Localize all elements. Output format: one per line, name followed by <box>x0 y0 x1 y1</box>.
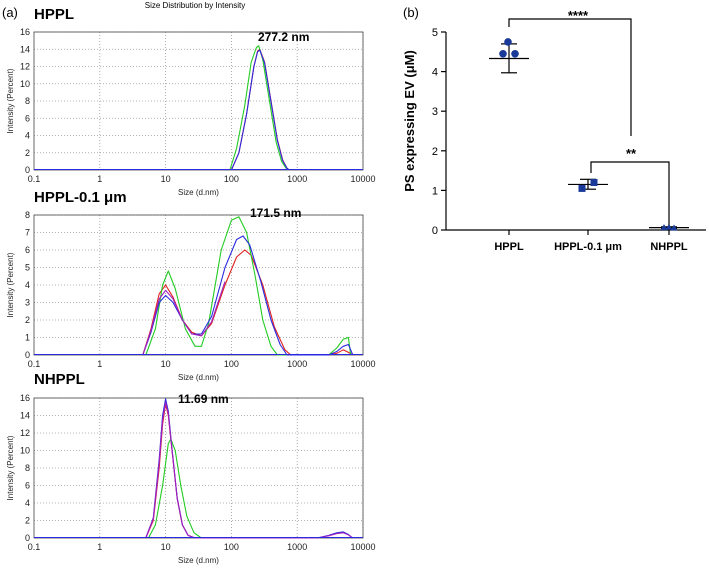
series-line-purple <box>142 281 226 356</box>
y-tick-label: 4 <box>25 131 30 141</box>
x-tick-label: 10000 <box>350 542 375 552</box>
data-point <box>670 224 678 231</box>
dls-chart-nhppl: 0 2 4 6 8 10 12 14 16 0.1 1 10 100 1000 10000 Size (d.n… <box>6 371 376 565</box>
sig-bracket-hppl01-nhppl <box>590 161 670 225</box>
data-point <box>499 49 507 58</box>
y-tick-label: 2 <box>25 315 30 325</box>
y-tick-label: 8 <box>25 96 30 106</box>
x-tick-label: 100 <box>224 359 239 369</box>
x-tick-label: 1 <box>97 542 102 552</box>
data-point <box>665 223 673 230</box>
ps-expression-chart: 0 1 2 3 4 5 PS expressing EV (μM) HPPL HPPL-0.1 … <box>402 8 706 253</box>
x-tick-label: 10 <box>161 174 171 184</box>
peak-label: 11.69 nm <box>178 392 229 406</box>
data-point <box>511 49 519 58</box>
category-label: HPPL-0.1 μm <box>554 241 622 253</box>
x-axis-label: Size (d.nm) <box>178 188 219 197</box>
y-tick-label: 8 <box>25 210 30 220</box>
panel-a-label: (a) <box>2 5 18 20</box>
series-line-blue <box>142 235 354 356</box>
y-tick-label: 14 <box>20 411 30 421</box>
sample-title: NHPPL <box>34 371 85 388</box>
y-tick-label: 3 <box>25 298 30 308</box>
peak-label: 171.5 nm <box>250 206 301 220</box>
y-tick-label: 2 <box>25 516 30 526</box>
category-label: HPPL <box>494 241 524 253</box>
suptitle: Size Distribution by Intensity <box>145 1 246 10</box>
x-tick-label: 1000 <box>287 359 307 369</box>
y-tick-label: 1 <box>432 185 438 197</box>
x-tick-label: 100 <box>224 542 239 552</box>
x-tick-label: 1000 <box>287 542 307 552</box>
x-tick-label: 10 <box>161 542 171 552</box>
series-line-purple <box>145 401 354 539</box>
y-tick-label: 16 <box>20 27 30 37</box>
y-axis-label: Intensity (Percent) <box>6 68 15 133</box>
y-tick-label: 10 <box>20 79 30 89</box>
y-tick-label: 16 <box>20 393 30 403</box>
sig-label: ** <box>626 146 637 161</box>
y-tick-label: 1 <box>25 333 30 343</box>
y-tick-label: 3 <box>432 106 438 118</box>
category-label: NHPPL <box>650 241 688 253</box>
series-line-green <box>145 216 352 356</box>
y-tick-label: 5 <box>25 263 30 273</box>
sample-title: HPPL-0.1 μm <box>34 189 127 206</box>
y-tick-label: 6 <box>25 113 30 123</box>
y-tick-label: 8 <box>25 463 30 473</box>
x-tick-label: 10000 <box>350 174 375 184</box>
peak-label: 277.2 nm <box>258 30 309 44</box>
dls-chart-hppl: 0 2 4 6 8 10 12 14 16 0.1 1 10 100 1000 10000 Size (d.n… <box>6 6 376 197</box>
x-tick-label: 10000 <box>350 359 375 369</box>
x-tick-label: 100 <box>224 174 239 184</box>
dls-chart-hppl-01: 0 1 2 3 4 5 6 7 8 0.1 1 10 100 1000 10000 Size (d.nm) In… <box>6 189 376 382</box>
series-line-blue <box>145 398 354 539</box>
y-tick-label: 2 <box>25 148 30 158</box>
y-tick-label: 14 <box>20 44 30 54</box>
y-tick-label: 7 <box>25 228 30 238</box>
y-tick-label: 6 <box>25 245 30 255</box>
x-tick-label: 1 <box>97 174 102 184</box>
y-tick-label: 0 <box>25 350 30 360</box>
x-tick-label: 0.1 <box>28 174 41 184</box>
x-tick-label: 1 <box>97 359 102 369</box>
sig-bracket-hppl-nhppl <box>508 18 632 136</box>
y-tick-label: 4 <box>25 280 30 290</box>
y-tick-label: 12 <box>20 62 30 72</box>
series-line-green <box>148 438 202 539</box>
y-tick-label: 4 <box>25 498 30 508</box>
series-line-blue <box>230 49 290 171</box>
data-point <box>590 178 598 186</box>
sig-label: **** <box>568 8 589 23</box>
data-point <box>660 224 668 231</box>
y-axis-label: Intensity (Percent) <box>6 252 15 317</box>
x-tick-label: 1000 <box>287 174 307 184</box>
panel-b-label: (b) <box>403 5 419 20</box>
y-tick-label: 2 <box>432 146 438 158</box>
x-axis-label: Size (d.nm) <box>178 373 219 382</box>
sample-title: HPPL <box>34 6 74 23</box>
data-point <box>504 38 512 46</box>
y-tick-label: 12 <box>20 428 30 438</box>
x-tick-label: 0.1 <box>28 542 41 552</box>
y-tick-label: 10 <box>20 446 30 456</box>
x-axis-label: Size (d.nm) <box>178 556 219 565</box>
x-tick-label: 10 <box>161 359 171 369</box>
y-axis-label: Intensity (Percent) <box>6 435 15 500</box>
x-tick-label: 0.1 <box>28 359 41 369</box>
y-tick-label: 0 <box>25 165 30 175</box>
y-tick-label: 4 <box>432 67 438 79</box>
y-axis-label: PS expressing EV (μM) <box>402 50 417 192</box>
y-tick-label: 6 <box>25 481 30 491</box>
data-point <box>578 184 586 192</box>
y-tick-label: 5 <box>432 27 438 39</box>
y-tick-label: 0 <box>25 533 30 543</box>
y-tick-label: 0 <box>432 225 438 237</box>
